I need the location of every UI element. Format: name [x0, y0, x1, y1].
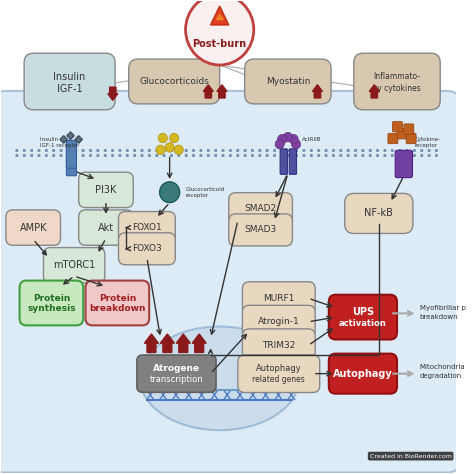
FancyArrow shape	[312, 85, 322, 98]
Text: activation: activation	[339, 319, 387, 328]
FancyBboxPatch shape	[24, 53, 115, 110]
Text: Inflammato-: Inflammato-	[374, 72, 420, 81]
Text: Glucocorticoids: Glucocorticoids	[139, 77, 209, 86]
Text: Myostatin: Myostatin	[266, 77, 310, 86]
Circle shape	[156, 145, 165, 155]
FancyArrow shape	[145, 334, 158, 353]
FancyBboxPatch shape	[280, 149, 287, 174]
FancyBboxPatch shape	[406, 133, 416, 144]
FancyBboxPatch shape	[397, 128, 407, 139]
Polygon shape	[210, 6, 229, 25]
Circle shape	[185, 0, 254, 65]
Text: SMAD2: SMAD2	[245, 204, 277, 213]
FancyArrow shape	[203, 85, 213, 98]
Text: ry cytokines: ry cytokines	[374, 84, 420, 93]
FancyBboxPatch shape	[329, 354, 397, 394]
Ellipse shape	[140, 327, 299, 430]
Circle shape	[292, 139, 301, 149]
Text: FOXO1: FOXO1	[132, 223, 162, 232]
FancyArrow shape	[108, 87, 118, 100]
FancyBboxPatch shape	[129, 59, 219, 104]
Text: IGF-1: IGF-1	[57, 83, 82, 93]
Text: Atrogin-1: Atrogin-1	[258, 317, 300, 326]
Text: TRIM32: TRIM32	[262, 341, 295, 350]
Text: AMPK: AMPK	[19, 223, 47, 233]
Circle shape	[158, 133, 167, 143]
FancyBboxPatch shape	[66, 148, 76, 176]
Polygon shape	[60, 136, 67, 143]
FancyBboxPatch shape	[118, 211, 175, 244]
FancyBboxPatch shape	[245, 59, 331, 104]
Text: PI3K: PI3K	[95, 185, 117, 195]
Text: UPS: UPS	[352, 308, 374, 318]
Polygon shape	[67, 132, 74, 139]
FancyBboxPatch shape	[242, 305, 315, 338]
Circle shape	[165, 143, 174, 152]
Text: Glucocorticoid
receptor: Glucocorticoid receptor	[185, 187, 225, 198]
FancyBboxPatch shape	[79, 210, 133, 245]
Text: related genes: related genes	[252, 375, 305, 384]
FancyBboxPatch shape	[392, 121, 402, 132]
Text: transcription: transcription	[150, 375, 203, 384]
FancyBboxPatch shape	[289, 149, 297, 174]
Text: Akt: Akt	[98, 223, 114, 233]
Text: SMAD3: SMAD3	[245, 226, 277, 235]
Polygon shape	[75, 136, 82, 143]
Circle shape	[170, 133, 179, 143]
Text: Autophagy: Autophagy	[333, 369, 393, 379]
FancyBboxPatch shape	[6, 210, 61, 245]
Circle shape	[283, 132, 292, 142]
FancyBboxPatch shape	[229, 193, 292, 225]
Circle shape	[275, 139, 284, 149]
Text: NF-kB: NF-kB	[365, 209, 393, 219]
Circle shape	[289, 135, 298, 144]
FancyBboxPatch shape	[404, 124, 414, 134]
Polygon shape	[215, 13, 224, 20]
FancyBboxPatch shape	[79, 172, 133, 208]
Circle shape	[160, 182, 180, 202]
FancyArrow shape	[369, 85, 379, 98]
FancyBboxPatch shape	[329, 295, 397, 339]
Text: breakdown: breakdown	[420, 314, 458, 320]
Text: synthesis: synthesis	[27, 304, 76, 313]
Text: breakdown: breakdown	[89, 304, 146, 313]
Text: ActRIIB: ActRIIB	[301, 137, 321, 142]
FancyBboxPatch shape	[19, 281, 83, 325]
Text: Insulin or
IGF-1 receptor: Insulin or IGF-1 receptor	[40, 137, 80, 148]
FancyBboxPatch shape	[137, 355, 216, 392]
FancyBboxPatch shape	[66, 140, 76, 168]
Circle shape	[278, 135, 287, 144]
Circle shape	[174, 145, 183, 155]
FancyArrow shape	[160, 334, 174, 353]
Text: Post-burn: Post-burn	[192, 39, 247, 49]
FancyBboxPatch shape	[345, 193, 413, 234]
Text: Mitochondria: Mitochondria	[420, 364, 465, 370]
Text: degradation: degradation	[420, 373, 462, 379]
Text: Cytokine-
receptor: Cytokine- receptor	[414, 137, 440, 148]
Text: Protein: Protein	[99, 294, 136, 303]
Text: Created in BioRender.com: Created in BioRender.com	[370, 454, 452, 459]
Text: Atrogene: Atrogene	[153, 365, 200, 374]
FancyBboxPatch shape	[388, 133, 398, 144]
FancyArrow shape	[217, 85, 227, 98]
FancyBboxPatch shape	[395, 150, 412, 178]
Text: MURF1: MURF1	[263, 294, 294, 303]
Text: Autophagy: Autophagy	[256, 365, 301, 374]
FancyArrow shape	[192, 334, 206, 353]
FancyBboxPatch shape	[118, 233, 175, 265]
FancyBboxPatch shape	[85, 281, 149, 325]
Text: mTORC1: mTORC1	[53, 260, 95, 270]
FancyBboxPatch shape	[238, 355, 319, 392]
FancyBboxPatch shape	[242, 329, 315, 362]
FancyBboxPatch shape	[44, 247, 105, 283]
Text: Myofibrillar p: Myofibrillar p	[420, 305, 465, 310]
FancyArrow shape	[176, 334, 190, 353]
FancyBboxPatch shape	[229, 214, 292, 246]
FancyBboxPatch shape	[0, 91, 461, 473]
Text: FOXO3: FOXO3	[132, 244, 162, 253]
FancyBboxPatch shape	[242, 282, 315, 315]
Text: Insulin: Insulin	[54, 72, 86, 82]
FancyBboxPatch shape	[354, 53, 440, 110]
Text: Protein: Protein	[33, 294, 70, 303]
